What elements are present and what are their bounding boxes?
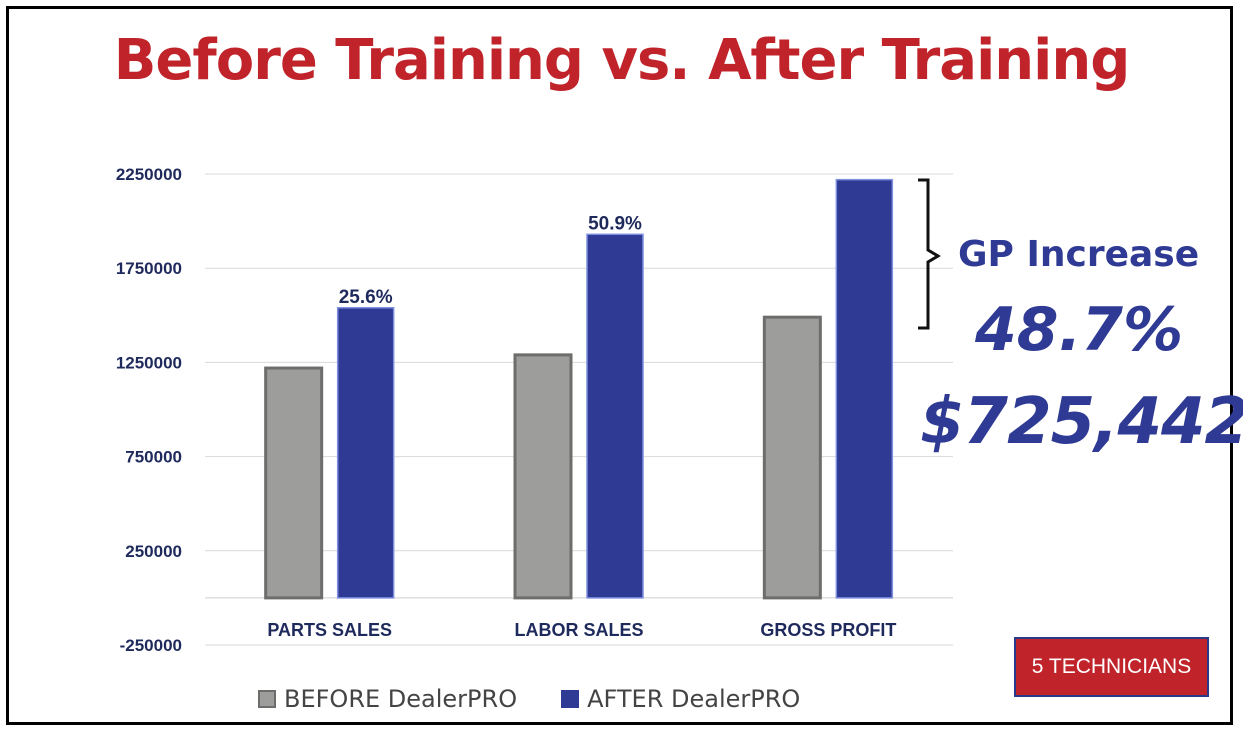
bar-before-0 — [264, 366, 324, 600]
data-label: 25.6% — [339, 287, 393, 308]
y-tick-label: 250000 — [125, 542, 182, 561]
x-tick-label: GROSS PROFIT — [760, 620, 896, 640]
bar-before-1 — [513, 353, 573, 600]
data-label: 50.9% — [588, 213, 642, 234]
legend-label-after: AFTER DealerPRO — [587, 685, 801, 713]
x-tick-label: PARTS SALES — [267, 620, 392, 640]
gp-increase-label: GP Increase — [958, 234, 1200, 275]
x-axis-ticks: PARTS SALES LABOR SALES GROSS PROFIT — [267, 620, 896, 640]
y-tick-label: 750000 — [125, 448, 182, 467]
technicians-badge: 5 TECHNICIANS — [1014, 637, 1209, 697]
legend-item-after: AFTER DealerPRO — [561, 685, 800, 713]
gridlines — [205, 173, 953, 646]
y-axis-ticks: 2250000 1750000 1250000 750000 250000 -250000 — [116, 165, 182, 655]
y-tick-label: -250000 — [120, 636, 182, 655]
data-labels: 25.6% 50.9% — [339, 213, 642, 307]
chart-title: Before Training vs. After Training — [113, 28, 1131, 93]
bars — [264, 178, 894, 600]
legend-label-before: BEFORE DealerPRO — [284, 685, 518, 713]
y-tick-label: 2250000 — [116, 165, 182, 184]
bar-after-0 — [336, 307, 395, 599]
legend: BEFORE DealerPRO AFTER DealerPRO — [258, 685, 844, 713]
legend-swatch-after — [561, 690, 580, 708]
x-tick-label: LABOR SALES — [514, 620, 643, 640]
y-tick-label: 1750000 — [116, 259, 182, 278]
legend-item-before: BEFORE DealerPRO — [258, 685, 517, 713]
bar-after-2 — [835, 178, 894, 599]
gp-increase-amount: $725,442 — [920, 385, 1243, 459]
gp-increase-percent: 48.7% — [975, 295, 1184, 365]
bar-before-2 — [762, 315, 822, 600]
bar-after-1 — [586, 233, 644, 599]
y-tick-label: 1250000 — [116, 353, 182, 372]
legend-swatch-before — [258, 690, 276, 708]
gp-bracket — [918, 178, 941, 330]
